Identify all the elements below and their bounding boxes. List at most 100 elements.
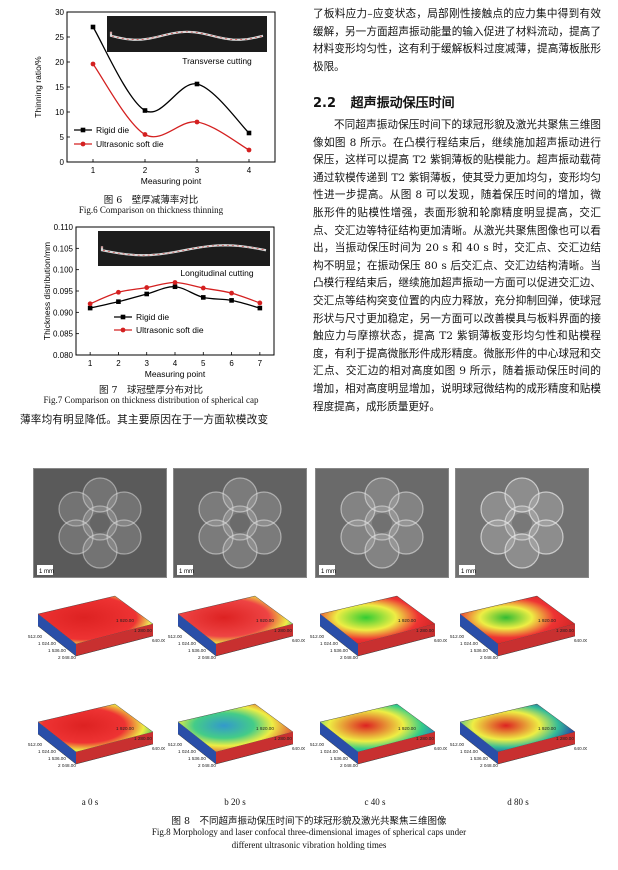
- data-point: [200, 285, 206, 291]
- sem-dome: [480, 491, 516, 527]
- x-axis-tick: 1 536.00: [330, 648, 348, 653]
- surface-top: [177, 595, 294, 645]
- x-tick-label: 4: [173, 359, 178, 368]
- scale-bar-label: 1 mm: [39, 569, 54, 575]
- confocal-3d-panel: 512.00 1 024.00 1 536.00 2 048.00 640.001 28…: [168, 595, 305, 660]
- x-axis-tick: 1 024.00: [178, 749, 196, 754]
- y-axis-tick: 1 920.00: [538, 618, 556, 623]
- y-axis-tick: 1 280.00: [274, 628, 292, 633]
- x-axis-tick: 2 048.00: [340, 763, 358, 768]
- data-point: [194, 119, 200, 125]
- y-axis-tick: 1 280.00: [134, 736, 152, 741]
- confocal-3d-panel: 512.00 1 024.00 1 536.00 2 048.00 640.001 28…: [28, 595, 165, 660]
- scale-bar-label: 1 mm: [461, 569, 476, 575]
- sem-dome: [58, 491, 94, 527]
- x-axis-tick: 1 536.00: [188, 648, 206, 653]
- section-heading: 2.2 超声振动保压时间: [313, 92, 455, 111]
- x-axis-tick: 1 536.00: [470, 756, 488, 761]
- sem-dome: [198, 491, 234, 527]
- series-line-0: [89, 286, 261, 309]
- sem-dome: [246, 491, 282, 527]
- legend-marker: [120, 327, 126, 333]
- x-axis-tick: 2 048.00: [340, 655, 358, 660]
- x-axis-tick: 2 048.00: [480, 655, 498, 660]
- section-number: 2.2: [313, 96, 337, 111]
- data-point: [172, 280, 178, 285]
- series-line-0: [92, 26, 250, 134]
- right-body-paragraph: 不同超声振动保压时间下的球冠形貌及激光共聚焦三维图像如图 8 所示。在凸模行程结…: [313, 119, 601, 413]
- data-point: [246, 130, 252, 136]
- legend-label: Ultrasonic soft die: [136, 325, 204, 335]
- x-tick-label: 1: [91, 166, 96, 175]
- x-axis-tick: 2 048.00: [58, 655, 76, 660]
- inset-background: [107, 16, 267, 52]
- x-axis-tick: 1 024.00: [460, 749, 478, 754]
- surface-top: [37, 703, 154, 753]
- y-axis-tick: 640.00: [292, 746, 305, 751]
- y-axis-tick: 1 920.00: [538, 726, 556, 731]
- x-axis-tick: 1 536.00: [48, 756, 66, 761]
- legend-label: Rigid die: [136, 312, 169, 322]
- axis-frame: [177, 625, 294, 657]
- x-axis-tick: 1 536.00: [48, 648, 66, 653]
- x-axis-tick: 512.00: [28, 742, 42, 747]
- data-point: [142, 132, 148, 137]
- x-axis-tick: 512.00: [450, 634, 464, 639]
- x-axis-tick: 2 048.00: [198, 655, 216, 660]
- sem-photo: 1 mm: [455, 468, 589, 578]
- inset-marks: [110, 31, 264, 41]
- y-axis-tick: 640.00: [152, 746, 165, 751]
- x-axis-tick: 512.00: [310, 634, 324, 639]
- y-axis-label: Thinning ratio/%: [33, 56, 43, 118]
- data-point: [257, 305, 263, 311]
- y-axis-tick: 1 920.00: [116, 726, 134, 731]
- sem-dome: [82, 533, 118, 569]
- x-tick-label: 4: [247, 166, 252, 175]
- x-axis-label: Measuring point: [145, 369, 206, 379]
- data-point: [200, 295, 206, 300]
- data-point: [194, 81, 200, 87]
- data-point: [144, 291, 150, 297]
- sem-background: [34, 469, 166, 577]
- confocal-3d-panel: 512.00 1 024.00 1 536.00 2 048.00 640.001 28…: [310, 595, 447, 660]
- legend-label: Rigid die: [96, 125, 129, 135]
- surface-top: [459, 703, 576, 753]
- sem-dome: [222, 533, 258, 569]
- sem-dome: [198, 519, 234, 555]
- sem-dome: [504, 505, 540, 541]
- surface-top: [177, 703, 294, 753]
- y-tick-label: 0.100: [53, 266, 74, 275]
- right-top-paragraph: 了板料应力–应变状态，局部刚性接触点的应力集中得到有效缓解，另一方面超声振动能量…: [313, 8, 601, 73]
- x-axis-tick: 2 048.00: [58, 763, 76, 768]
- surface-side-right: [216, 732, 293, 764]
- sem-photo: 1 mm: [315, 468, 449, 578]
- inset-label: Longitudinal cutting: [180, 268, 254, 278]
- x-axis-tick: 1 024.00: [178, 641, 196, 646]
- fig8-label-c: c 40 s: [364, 797, 386, 807]
- sem-dome: [340, 491, 376, 527]
- surface-side-right: [498, 732, 575, 764]
- surface-side-right: [498, 624, 575, 656]
- surface-side-right: [216, 624, 293, 656]
- series-line-1: [92, 63, 250, 151]
- sem-photo: 1 mm: [173, 468, 307, 578]
- fig8-caption-cn: 图 8 不同超声振动保压时间下的球冠形貌及激光共聚焦三维图像: [171, 816, 447, 827]
- sem-dome: [388, 491, 424, 527]
- fig7-caption-cn: 图 7 球冠壁厚分布对比: [98, 385, 204, 396]
- y-axis-tick: 1 280.00: [556, 736, 574, 741]
- legend-marker: [120, 314, 126, 320]
- x-tick-label: 3: [195, 166, 200, 175]
- sem-dome: [528, 491, 564, 527]
- sem-center: [372, 513, 392, 533]
- sem-pattern: 1 mm: [456, 469, 588, 577]
- scale-bar-box: [319, 565, 335, 575]
- y-tick-label: 10: [55, 108, 64, 117]
- sem-dome: [528, 519, 564, 555]
- y-axis-tick: 1 920.00: [256, 726, 274, 731]
- x-tick-label: 1: [88, 359, 93, 368]
- left-paragraph: 薄率均有明显降低。其主要原因在于一方面软模改变: [20, 414, 269, 426]
- section-title: 超声振动保压时间: [350, 96, 455, 111]
- sem-dome: [364, 477, 400, 513]
- surface-side-right: [76, 624, 153, 656]
- y-axis-tick: 640.00: [434, 746, 447, 751]
